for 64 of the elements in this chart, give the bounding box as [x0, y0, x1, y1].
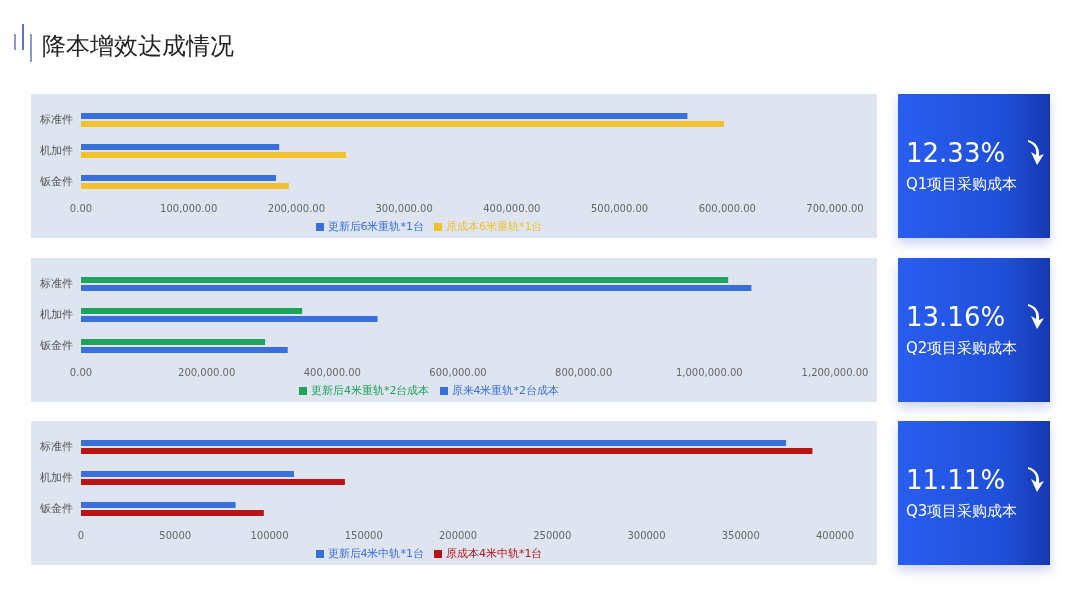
bar	[81, 502, 236, 508]
x-tick-label: 350000	[721, 530, 760, 542]
x-tick-label: 200,000.00	[267, 203, 326, 215]
bar	[81, 183, 289, 189]
x-tick-label: 600,000.00	[698, 203, 756, 215]
y-tick-label: 机加件	[40, 308, 73, 322]
y-tick-label: 机加件	[40, 144, 73, 158]
x-tick-label: 600,000.00	[429, 367, 487, 379]
y-tick-label: 机加件	[40, 471, 73, 485]
text: Q2项目采购成本	[906, 338, 1018, 358]
x-tick-label: 150000	[344, 530, 383, 542]
x-tick-label: 1,000,000.00	[675, 367, 743, 379]
x-tick-label: 500,000.00	[590, 203, 649, 215]
x-tick-label: 100000	[250, 530, 289, 542]
bar	[81, 277, 729, 283]
x-tick-label: 800,000.00	[555, 367, 613, 379]
x-tick-label: 400000	[815, 530, 855, 542]
bar	[81, 175, 276, 181]
bar	[81, 448, 813, 454]
x-tick-label: 0.00	[69, 203, 93, 215]
legend-label: 更新后6米重轨*1台	[327, 220, 424, 233]
bar	[81, 113, 688, 119]
bar	[81, 479, 345, 485]
legend-label: 更新后4米中轨*1台	[327, 547, 424, 560]
bar	[81, 339, 266, 345]
y-tick-label: 钣金件	[39, 175, 73, 189]
legend-label: 原来4米重轨*2台成本	[451, 384, 559, 397]
x-tick-label: 1,200,000.00	[801, 367, 869, 379]
bar	[81, 121, 725, 127]
legend-label: 原成本4米中轨*1台	[446, 547, 543, 560]
bar	[81, 152, 346, 158]
y-tick-label: 标准件	[39, 440, 73, 454]
x-tick-label: 0.00	[69, 367, 93, 379]
bar	[81, 347, 288, 353]
x-tick-label: 300,000.00	[375, 203, 433, 215]
bar	[81, 510, 264, 516]
x-tick-label: 250000	[533, 530, 572, 542]
text: Q1项目采购成本	[906, 174, 1018, 194]
y-tick-label: 钣金件	[39, 502, 73, 516]
bar	[81, 316, 378, 322]
chart-title: 降本增效达成情况	[42, 31, 234, 62]
bar	[81, 308, 303, 314]
x-tick-label: 100,000.00	[160, 203, 218, 215]
text: Q3项目采购成本	[906, 501, 1018, 521]
x-tick-label: 200000	[438, 530, 478, 542]
bar	[81, 440, 786, 446]
bar	[81, 285, 752, 291]
bar	[81, 144, 280, 150]
y-tick-label: 钣金件	[39, 339, 73, 353]
y-tick-label: 标准件	[39, 113, 73, 127]
x-tick-label: 400,000.00	[483, 203, 541, 215]
bar	[81, 471, 295, 477]
text: 11.11%	[906, 465, 1006, 495]
text: 13.16%	[906, 302, 1006, 332]
legend-label: 原成本6米重轨*1台	[446, 220, 543, 233]
legend-label: 更新后4米重轨*2台成本	[311, 384, 430, 397]
y-tick-label: 标准件	[39, 277, 73, 291]
x-tick-label: 700,000.00	[806, 203, 864, 215]
x-tick-label: 50000	[159, 530, 192, 542]
x-tick-label: 300000	[627, 530, 666, 542]
x-tick-label: 0	[77, 530, 85, 542]
x-tick-label: 400,000.00	[303, 367, 361, 379]
x-tick-label: 200,000.00	[178, 367, 236, 379]
text: 12.33%	[906, 138, 1006, 168]
